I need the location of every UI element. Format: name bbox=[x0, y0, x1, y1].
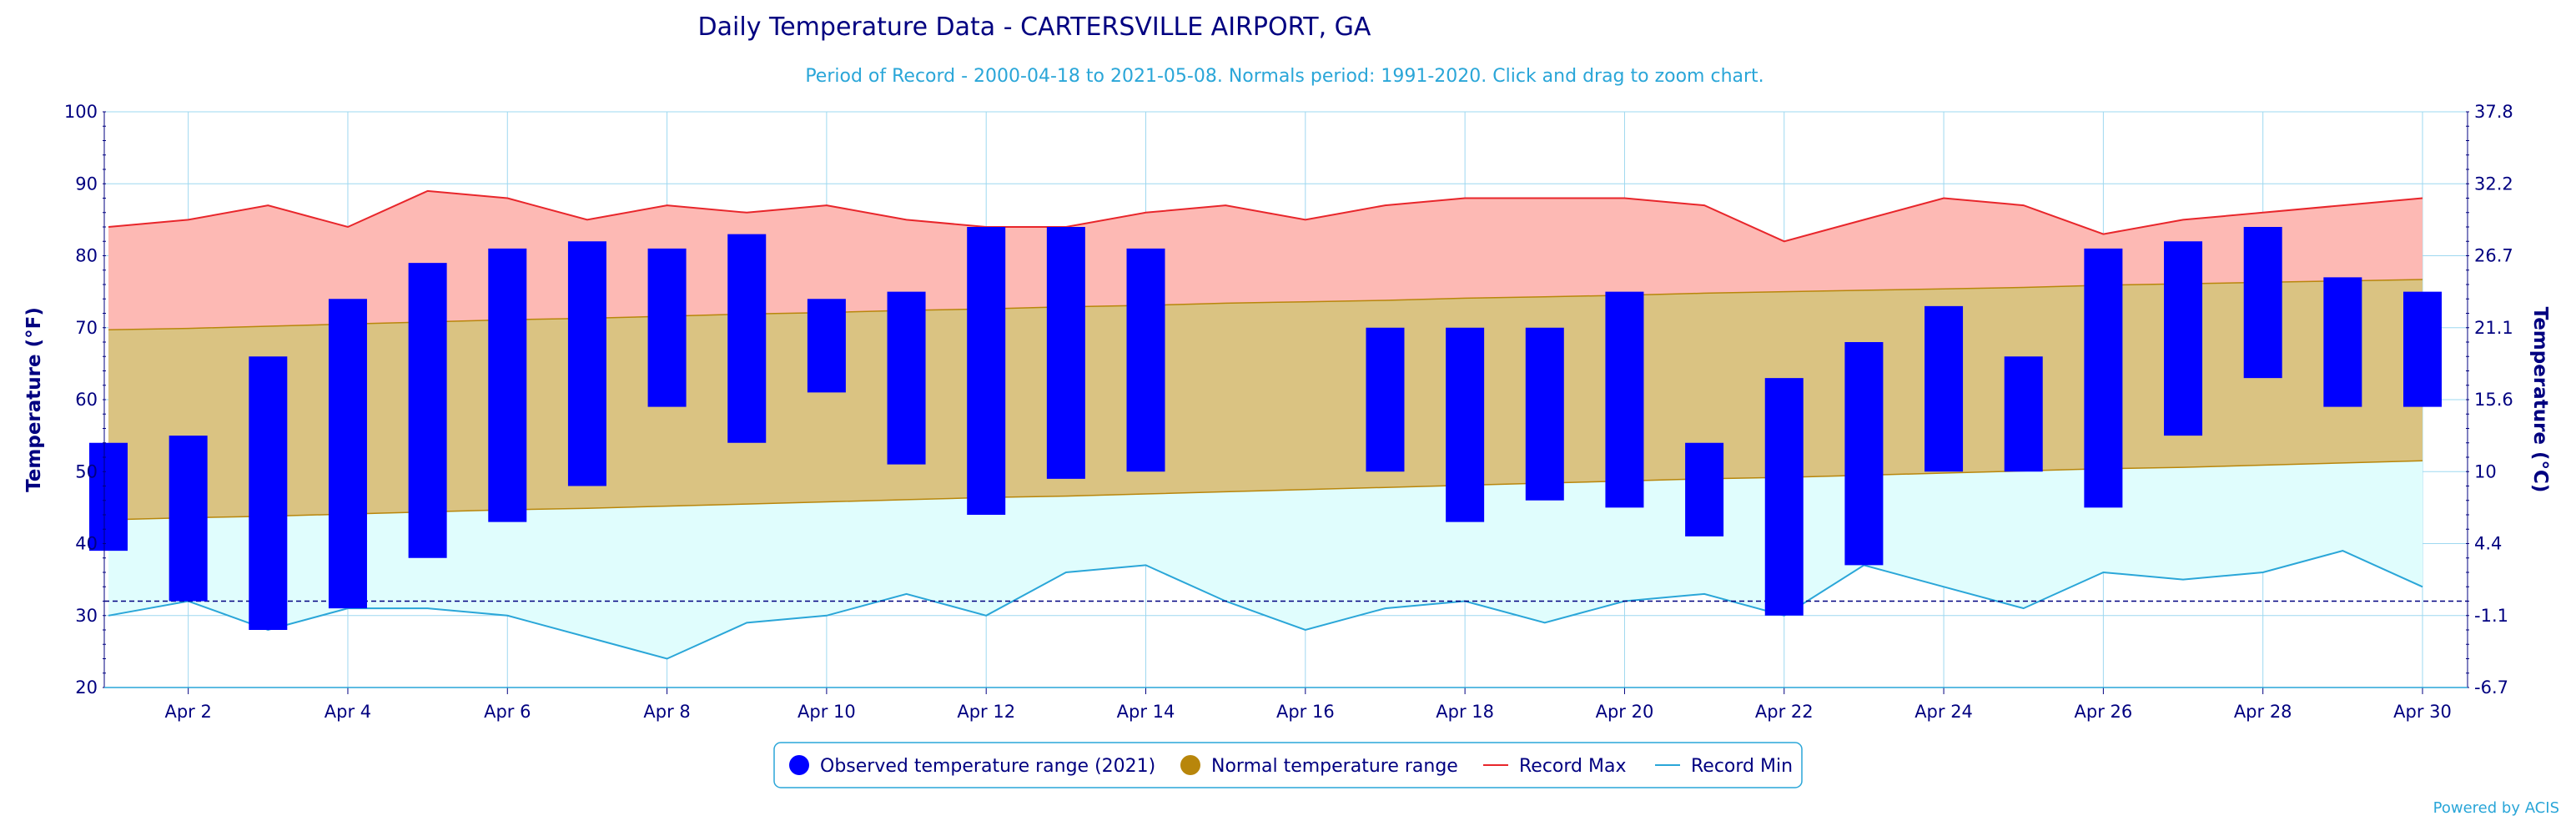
y-tick-label-right: 26.7 bbox=[2474, 246, 2513, 266]
observed-range-bar-apr-17[interactable] bbox=[1366, 327, 1405, 472]
legend-swatch-normal bbox=[1180, 755, 1200, 775]
legend[interactable]: Observed temperature range (2021) Normal… bbox=[773, 742, 1803, 788]
y-tick-label-left: 20 bbox=[75, 677, 98, 698]
observed-range-bar-apr-9[interactable] bbox=[727, 234, 767, 443]
y-tick-label-right: 4.4 bbox=[2474, 534, 2502, 554]
observed-range-bar-apr-28[interactable] bbox=[2243, 227, 2282, 379]
x-tick-label: Apr 24 bbox=[1914, 702, 1973, 722]
record-min-line bbox=[108, 550, 2423, 660]
observed-range-bar-apr-2[interactable] bbox=[169, 436, 208, 602]
observed-bars[interactable] bbox=[89, 227, 2442, 630]
x-tick-label: Apr 28 bbox=[2234, 702, 2292, 722]
legend-swatch-observed bbox=[789, 755, 809, 775]
y-tick-label-left: 30 bbox=[75, 606, 98, 626]
record-min-area bbox=[108, 461, 2423, 659]
observed-range-bar-apr-10[interactable] bbox=[807, 299, 846, 393]
observed-range-bar-apr-18[interactable] bbox=[1446, 327, 1485, 522]
observed-range-bar-apr-22[interactable] bbox=[1764, 378, 1804, 616]
y-tick-label-left: 100 bbox=[64, 102, 98, 122]
y-tick-label-right: 32.2 bbox=[2474, 174, 2513, 194]
legend-item-observed[interactable]: Observed temperature range (2021) bbox=[789, 755, 1155, 777]
observed-range-bar-apr-11[interactable] bbox=[887, 291, 926, 465]
x-tick-label: Apr 2 bbox=[164, 702, 211, 722]
x-tick-label: Apr 8 bbox=[643, 702, 690, 722]
observed-range-bar-apr-19[interactable] bbox=[1525, 327, 1564, 501]
observed-range-bar-apr-25[interactable] bbox=[2004, 356, 2043, 472]
legend-label-normal: Normal temperature range bbox=[1211, 756, 1458, 777]
x-tick-label: Apr 14 bbox=[1117, 702, 1175, 722]
legend-label-record-max: Record Max bbox=[1519, 756, 1627, 777]
y-tick-label-right: 37.8 bbox=[2474, 102, 2513, 122]
x-tick-label: Apr 4 bbox=[325, 702, 371, 722]
observed-range-bar-apr-27[interactable] bbox=[2164, 241, 2203, 436]
normal-range-area bbox=[108, 280, 2423, 520]
legend-item-record-min[interactable]: Record Min bbox=[1655, 756, 1793, 777]
y-axis-title-left: Temperature (°F) bbox=[23, 307, 45, 492]
legend-label-observed: Observed temperature range (2021) bbox=[820, 756, 1155, 777]
x-tick-label: Apr 6 bbox=[484, 702, 531, 722]
chart-subtitle: Period of Record - 2000-04-18 to 2021-05… bbox=[805, 66, 1763, 87]
powered-by-credit[interactable]: Powered by ACIS bbox=[2433, 799, 2559, 817]
observed-range-bar-apr-5[interactable] bbox=[408, 263, 447, 558]
y-tick-label-right: 15.6 bbox=[2474, 390, 2513, 410]
axes: 20 -6.7 30 -1.1 40 4.4 50 10 60 15.6 70 21.1 80 26.7 9… bbox=[64, 102, 2513, 722]
observed-range-bar-apr-21[interactable] bbox=[1685, 442, 1724, 536]
y-axis-title-right: Temperature (°C) bbox=[2529, 307, 2551, 493]
y-tick-label-right: 21.1 bbox=[2474, 318, 2513, 338]
y-tick-label-right: -6.7 bbox=[2474, 677, 2508, 698]
observed-range-bar-apr-24[interactable] bbox=[1924, 305, 1964, 472]
y-tick-label-left: 70 bbox=[75, 318, 98, 338]
y-tick-label-left: 80 bbox=[75, 246, 98, 266]
x-tick-label: Apr 22 bbox=[1755, 702, 1814, 722]
x-tick-label: Apr 10 bbox=[797, 702, 856, 722]
observed-range-bar-apr-23[interactable] bbox=[1844, 342, 1884, 566]
y-tick-label-right: 10 bbox=[2474, 461, 2497, 481]
observed-range-bar-apr-3[interactable] bbox=[249, 356, 288, 630]
x-tick-label: Apr 18 bbox=[1436, 702, 1494, 722]
y-tick-label-left: 40 bbox=[75, 534, 98, 554]
observed-range-bar-apr-30[interactable] bbox=[2403, 291, 2442, 407]
observed-range-bar-apr-14[interactable] bbox=[1126, 248, 1165, 472]
x-tick-label: Apr 16 bbox=[1276, 702, 1335, 722]
x-tick-label: Apr 12 bbox=[957, 702, 1015, 722]
chart-title: Daily Temperature Data - CARTERSVILLE AI… bbox=[698, 13, 1371, 42]
x-tick-label: Apr 30 bbox=[2393, 702, 2452, 722]
observed-range-bar-apr-6[interactable] bbox=[488, 248, 527, 522]
observed-range-bar-apr-8[interactable] bbox=[647, 248, 687, 407]
range-areas bbox=[108, 190, 2423, 659]
y-tick-label-right: -1.1 bbox=[2474, 606, 2508, 626]
observed-range-bar-apr-13[interactable] bbox=[1046, 227, 1085, 479]
observed-range-bar-apr-1[interactable] bbox=[89, 442, 128, 552]
observed-range-bar-apr-26[interactable] bbox=[2084, 248, 2123, 508]
y-tick-label-left: 50 bbox=[75, 461, 98, 481]
x-tick-label: Apr 26 bbox=[2075, 702, 2133, 722]
legend-item-normal[interactable]: Normal temperature range bbox=[1180, 755, 1458, 777]
observed-range-bar-apr-29[interactable] bbox=[2323, 277, 2362, 407]
y-tick-label-left: 60 bbox=[75, 390, 98, 410]
observed-range-bar-apr-4[interactable] bbox=[328, 299, 367, 609]
y-tick-label-left: 90 bbox=[75, 174, 98, 194]
observed-range-bar-apr-20[interactable] bbox=[1605, 291, 1644, 508]
legend-label-record-min: Record Min bbox=[1691, 756, 1793, 777]
legend-box bbox=[773, 742, 1803, 788]
record-max-line bbox=[108, 189, 2423, 243]
observed-range-bar-apr-7[interactable] bbox=[567, 241, 606, 486]
observed-range-bar-apr-12[interactable] bbox=[967, 227, 1006, 515]
legend-item-record-max[interactable]: Record Max bbox=[1483, 756, 1627, 777]
x-tick-label: Apr 20 bbox=[1596, 702, 1654, 722]
